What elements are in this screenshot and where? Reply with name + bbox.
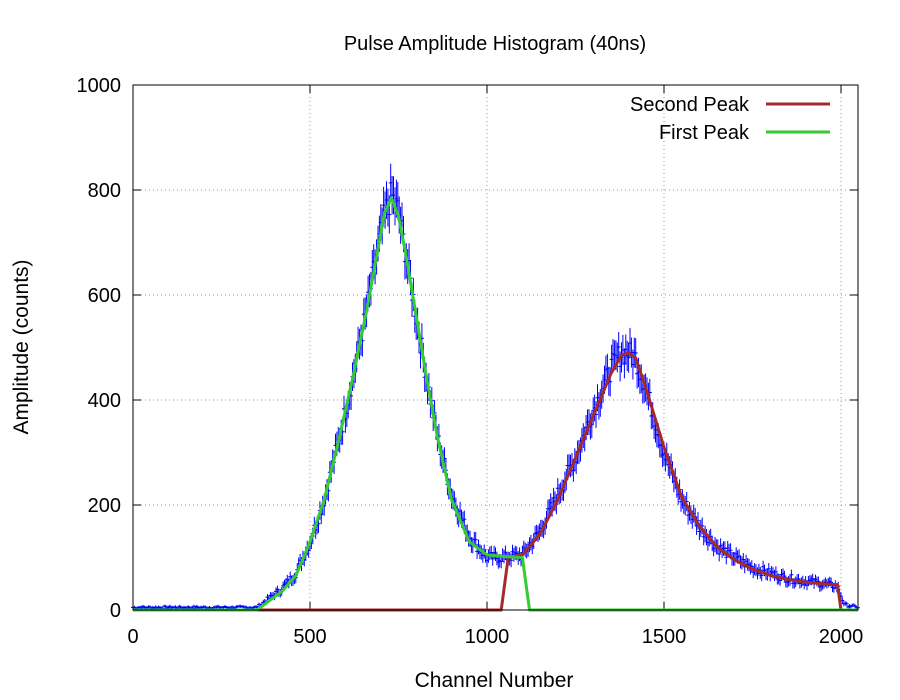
x-tick-label: 2000	[819, 626, 864, 648]
series-line-first-peak	[133, 196, 858, 612]
data-points-error-bars	[131, 163, 860, 610]
y-tick-label: 600	[88, 285, 121, 307]
chart-title: Pulse Amplitude Histogram (40ns)	[344, 33, 646, 55]
legend-label: First Peak	[659, 122, 750, 144]
x-tick-label: 0	[127, 626, 138, 648]
x-tick-label: 1500	[642, 626, 687, 648]
x-axis-title: Channel Number	[415, 669, 574, 692]
y-tick-labels: 0 200 400 600 800 1000	[77, 75, 122, 622]
data-point-error-bars	[131, 163, 860, 610]
x-tick-labels: 0 500 1000 1500 2000	[127, 626, 863, 648]
grid-lines	[133, 85, 858, 610]
y-tick-label: 1000	[77, 75, 122, 97]
axis-ticks	[132, 84, 858, 611]
fit-series	[133, 196, 858, 612]
x-tick-label: 500	[293, 626, 326, 648]
y-axis-title: Amplitude (counts)	[10, 259, 33, 434]
legend-label: Second Peak	[630, 94, 750, 116]
y-tick-label: 800	[88, 180, 121, 202]
legend: Second Peak First Peak	[630, 94, 830, 144]
plot-frame	[132, 84, 859, 611]
series-line-second-peak	[133, 351, 858, 612]
y-tick-label: 400	[88, 390, 121, 412]
y-tick-label: 0	[110, 600, 121, 622]
y-tick-label: 200	[88, 495, 121, 517]
x-tick-label: 1000	[465, 626, 510, 648]
